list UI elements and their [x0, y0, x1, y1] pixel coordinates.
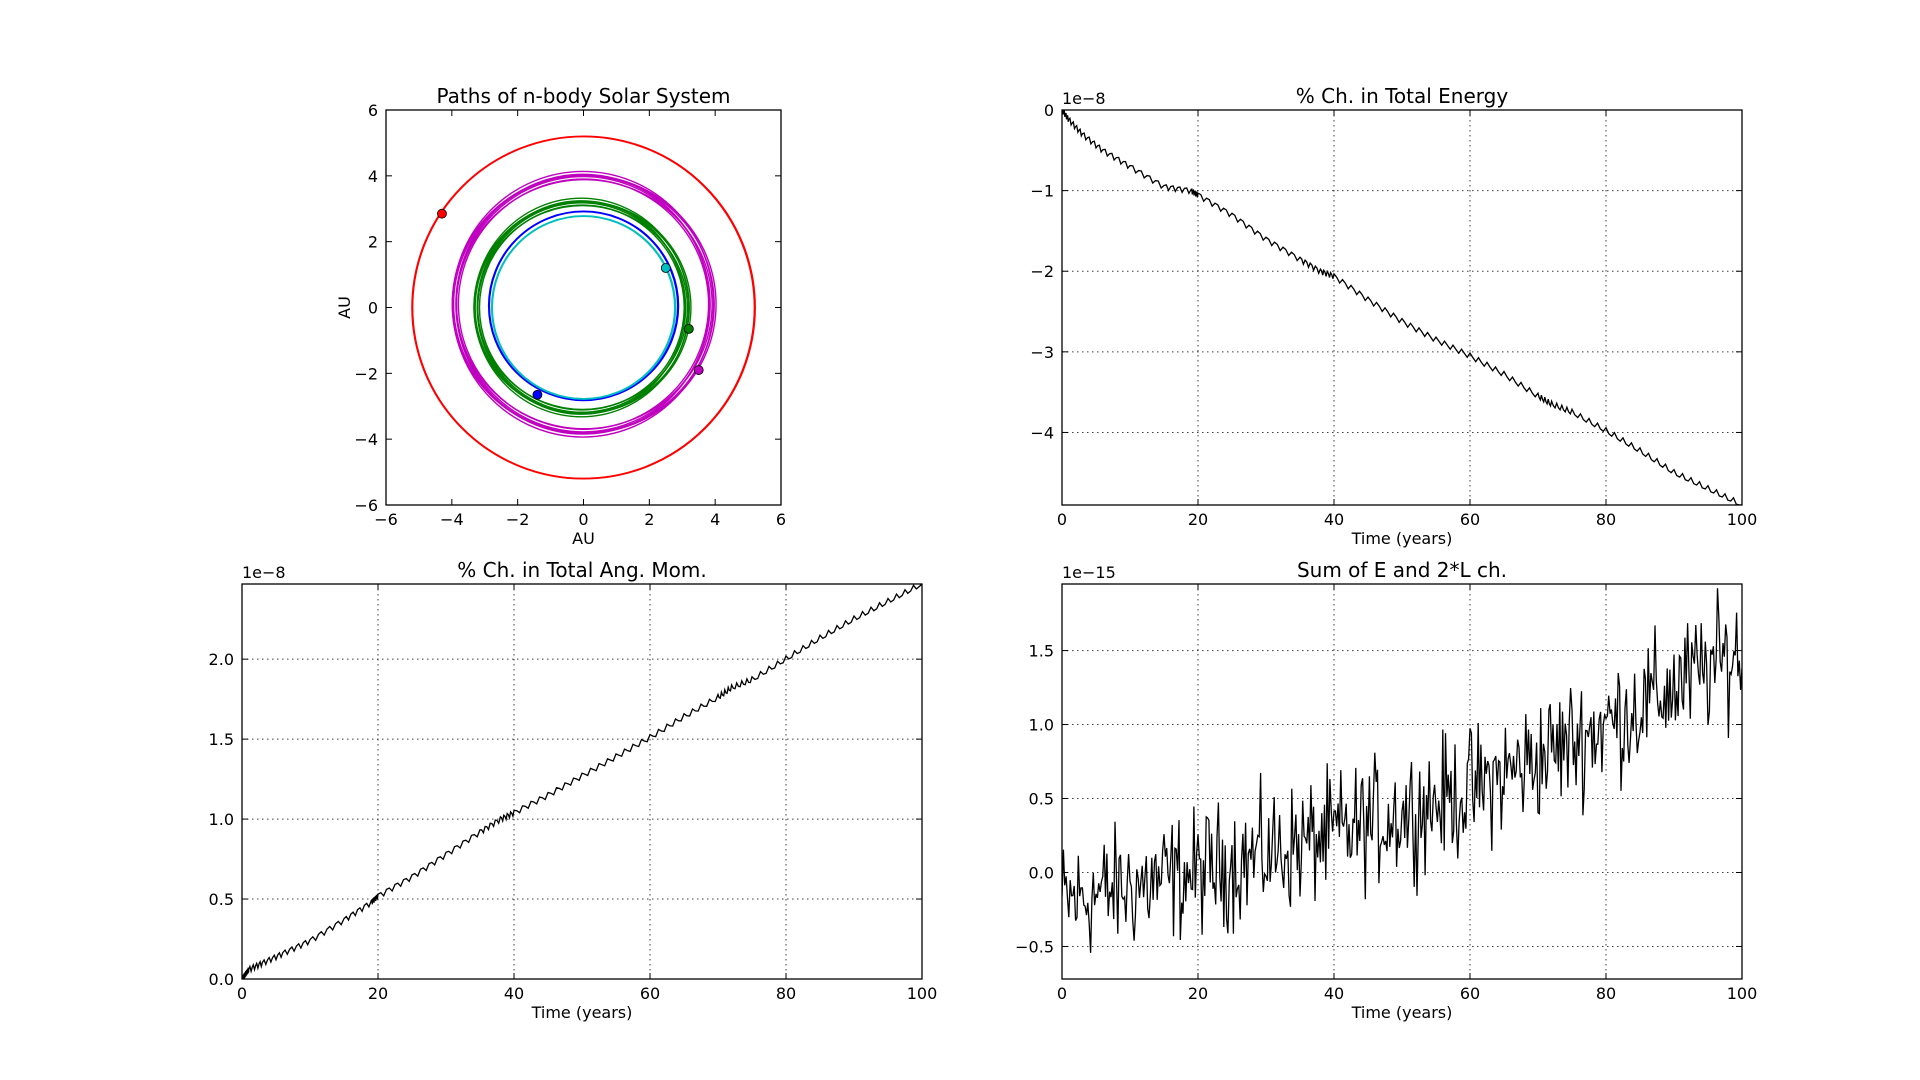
x-tick-label: 80	[1596, 510, 1616, 529]
x-tick-label: 60	[640, 984, 660, 1003]
body-marker	[694, 366, 703, 375]
axes-frame	[386, 110, 781, 505]
y-tick-label: −0.5	[1015, 937, 1054, 956]
x-tick-label: 80	[1596, 984, 1616, 1003]
chart-title: Paths of n-body Solar System	[437, 84, 731, 108]
x-tick-label: −4	[440, 510, 464, 529]
x-tick-label: 40	[1324, 984, 1344, 1003]
axes-frame	[1062, 110, 1742, 505]
plot-area	[1062, 588, 1742, 953]
axes-frame	[1062, 584, 1742, 979]
body-marker	[661, 264, 670, 273]
x-tick-label: 20	[1188, 984, 1208, 1003]
y-tick-label: −1	[1030, 182, 1054, 201]
x-tick-label: 100	[907, 984, 938, 1003]
plot-area	[242, 584, 922, 981]
x-tick-label: 0	[1057, 510, 1067, 529]
body-marker	[437, 209, 446, 218]
y-tick-label: −2	[354, 364, 378, 383]
panel-sum: 0 20 40 60 80 100 −0.5 0.0 0.5 1.0 1.5 Sum of E and…	[1015, 558, 1757, 1022]
y-tick-label: 1.5	[1029, 642, 1054, 661]
x-axis-label: Time (years)	[1351, 1003, 1453, 1022]
chart-title: Sum of E and 2*L ch.	[1297, 558, 1507, 582]
x-tick-label: 20	[368, 984, 388, 1003]
x-tick-label: 20	[1188, 510, 1208, 529]
axis-offset-text: 1e−15	[1062, 563, 1116, 582]
series-line	[242, 584, 922, 981]
body-marker	[533, 390, 542, 399]
y-tick-label: 0.5	[209, 890, 234, 909]
y-tick-label: 0	[368, 299, 378, 318]
x-tick-label: 100	[1727, 510, 1758, 529]
y-tick-label: 1.0	[1029, 716, 1054, 735]
x-tick-label: 100	[1727, 984, 1758, 1003]
x-axis-label: Time (years)	[1351, 529, 1453, 548]
orbit-path	[479, 205, 684, 410]
y-tick-label: −4	[1030, 423, 1054, 442]
plot-area	[412, 136, 755, 479]
axis-offset-text: 1e−8	[1062, 89, 1106, 108]
y-tick-label: −2	[1030, 262, 1054, 281]
orbit-path	[492, 216, 674, 398]
series-line	[1062, 108, 1742, 505]
chart-title: % Ch. in Total Ang. Mom.	[457, 558, 706, 582]
x-tick-label: 40	[1324, 510, 1344, 529]
x-tick-label: −2	[506, 510, 530, 529]
y-tick-label: −3	[1030, 343, 1054, 362]
body-marker	[684, 324, 693, 333]
x-tick-label: 0	[237, 984, 247, 1003]
x-tick-label: 6	[776, 510, 786, 529]
y-tick-label: −6	[354, 496, 378, 515]
x-tick-label: 0	[578, 510, 588, 529]
x-tick-label: 60	[1460, 984, 1480, 1003]
x-tick-label: 4	[710, 510, 720, 529]
x-axis-label: AU	[572, 529, 595, 548]
plot-area	[1062, 108, 1742, 505]
y-tick-label: 2	[368, 233, 378, 252]
y-tick-label: −4	[354, 430, 378, 449]
x-tick-label: 80	[776, 984, 796, 1003]
x-axis-label: Time (years)	[531, 1003, 633, 1022]
x-tick-label: 40	[504, 984, 524, 1003]
panel-angmom: 0 20 40 60 80 100 0.0 0.5 1.0 1.5 2.0 % Ch. in Tota…	[209, 558, 938, 1022]
series-line	[1062, 588, 1742, 953]
y-tick-label: 1.0	[209, 810, 234, 829]
y-tick-label: 1.5	[209, 730, 234, 749]
chart-title: % Ch. in Total Energy	[1296, 84, 1509, 108]
y-tick-label: 0	[1044, 101, 1054, 120]
x-tick-label: 60	[1460, 510, 1480, 529]
orbit-path	[412, 136, 755, 479]
y-tick-label: 0.0	[1029, 863, 1054, 882]
y-tick-label: 4	[368, 167, 378, 186]
y-tick-label: 6	[368, 101, 378, 120]
x-tick-label: 2	[644, 510, 654, 529]
y-tick-label: 2.0	[209, 650, 234, 669]
y-tick-label: 0.0	[209, 970, 234, 989]
panel-energy: 0 20 40 60 80 100 0 −1 −2 −3 −4 % Ch. in Total Ener…	[1030, 84, 1757, 548]
axis-offset-text: 1e−8	[242, 563, 286, 582]
orbit-path	[413, 137, 755, 479]
y-axis-label: AU	[335, 296, 354, 319]
y-tick-label: 0.5	[1029, 790, 1054, 809]
x-tick-label: 0	[1057, 984, 1067, 1003]
